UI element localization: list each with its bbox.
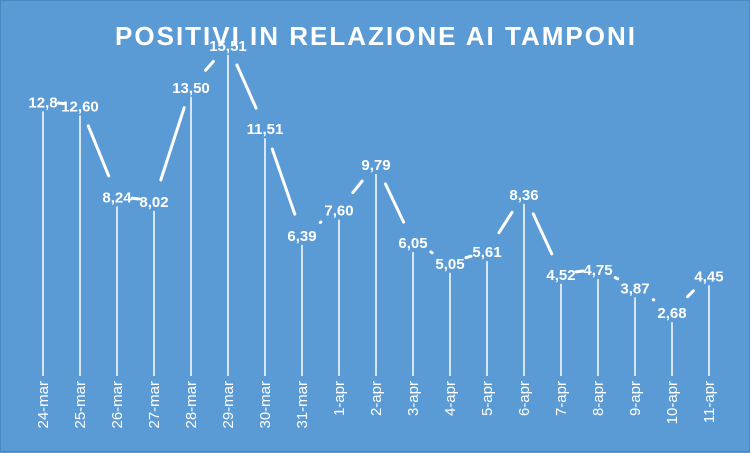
x-tick-label: 27-mar	[146, 381, 163, 429]
line-segment	[533, 214, 552, 254]
x-tick-label: 3-apr	[405, 381, 422, 416]
x-tick-label: 1-apr	[331, 381, 348, 416]
x-tick-label: 10-apr	[664, 381, 681, 424]
line-segment	[237, 65, 256, 108]
data-label: 4,75	[583, 262, 612, 279]
x-tick-label: 11-apr	[701, 381, 718, 423]
x-axis-tick-labels: 24-mar 25-mar 26-mar 27-mar 28-mar 29-mar 30-m…	[35, 381, 718, 429]
data-label: 5,05	[435, 256, 464, 273]
line-segment	[161, 108, 184, 180]
line-segment	[272, 149, 295, 214]
data-label: 6,39	[287, 228, 316, 245]
drop-lines	[43, 55, 709, 376]
data-label: 8,36	[509, 187, 538, 204]
data-label: 3,87	[620, 280, 649, 297]
line-segment	[688, 291, 694, 297]
data-label: 12,8	[28, 94, 57, 111]
line-segment	[466, 256, 471, 258]
x-tick-label: 8-apr	[590, 381, 607, 416]
line-segment	[132, 198, 139, 199]
x-tick-label: 30-mar	[257, 381, 274, 429]
line-segment	[615, 278, 617, 279]
x-tick-label: 2-apr	[368, 381, 385, 416]
x-tick-label: 24-mar	[35, 381, 52, 429]
data-label: 13,50	[172, 80, 210, 97]
data-label: 12,60	[61, 99, 99, 116]
x-tick-label: 7-apr	[553, 381, 570, 416]
data-label: 5,61	[472, 244, 501, 261]
x-tick-label: 29-mar	[220, 381, 237, 429]
line-segment	[353, 181, 362, 192]
data-label: 15,51	[209, 38, 247, 55]
data-label: 2,68	[657, 305, 686, 322]
data-label: 4,52	[546, 267, 575, 284]
line-segment	[88, 126, 108, 176]
data-label: 8,24	[102, 189, 132, 206]
line-segment	[385, 184, 403, 222]
x-tick-label: 4-apr	[442, 381, 459, 416]
x-tick-label: 31-mar	[294, 381, 311, 429]
x-tick-label: 6-apr	[516, 381, 533, 416]
x-tick-label: 28-mar	[183, 381, 200, 429]
data-label: 8,02	[139, 194, 168, 211]
x-tick-label: 9-apr	[627, 381, 644, 416]
x-tick-label: 25-mar	[72, 381, 89, 429]
data-label: 7,60	[324, 203, 353, 220]
line-segment	[206, 61, 214, 70]
data-label: 9,79	[361, 157, 390, 174]
data-label: 6,05	[398, 235, 427, 252]
x-tick-label: 26-mar	[109, 381, 126, 429]
line-segment	[431, 252, 432, 253]
data-label: 11,51	[247, 121, 284, 138]
line-segment	[576, 271, 583, 272]
line-segment	[499, 212, 512, 232]
x-tick-label: 5-apr	[479, 381, 496, 416]
data-label: 4,45	[694, 268, 723, 285]
